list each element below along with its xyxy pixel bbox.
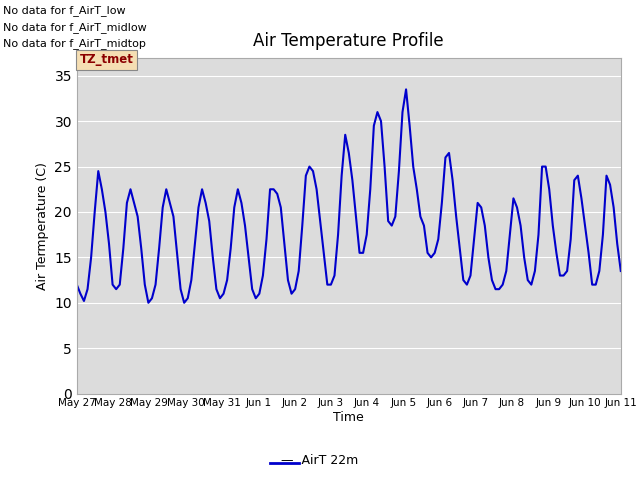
Title: Air Temperature Profile: Air Temperature Profile xyxy=(253,33,444,50)
Y-axis label: Air Termperature (C): Air Termperature (C) xyxy=(36,162,49,289)
Text: —  AirT 22m: — AirT 22m xyxy=(282,454,358,468)
Text: TZ_tmet: TZ_tmet xyxy=(80,53,134,67)
X-axis label: Time: Time xyxy=(333,411,364,424)
Text: No data for f_AirT_midlow: No data for f_AirT_midlow xyxy=(3,22,147,33)
Text: No data for f_AirT_low: No data for f_AirT_low xyxy=(3,5,126,16)
Text: No data for f_AirT_midtop: No data for f_AirT_midtop xyxy=(3,38,146,49)
